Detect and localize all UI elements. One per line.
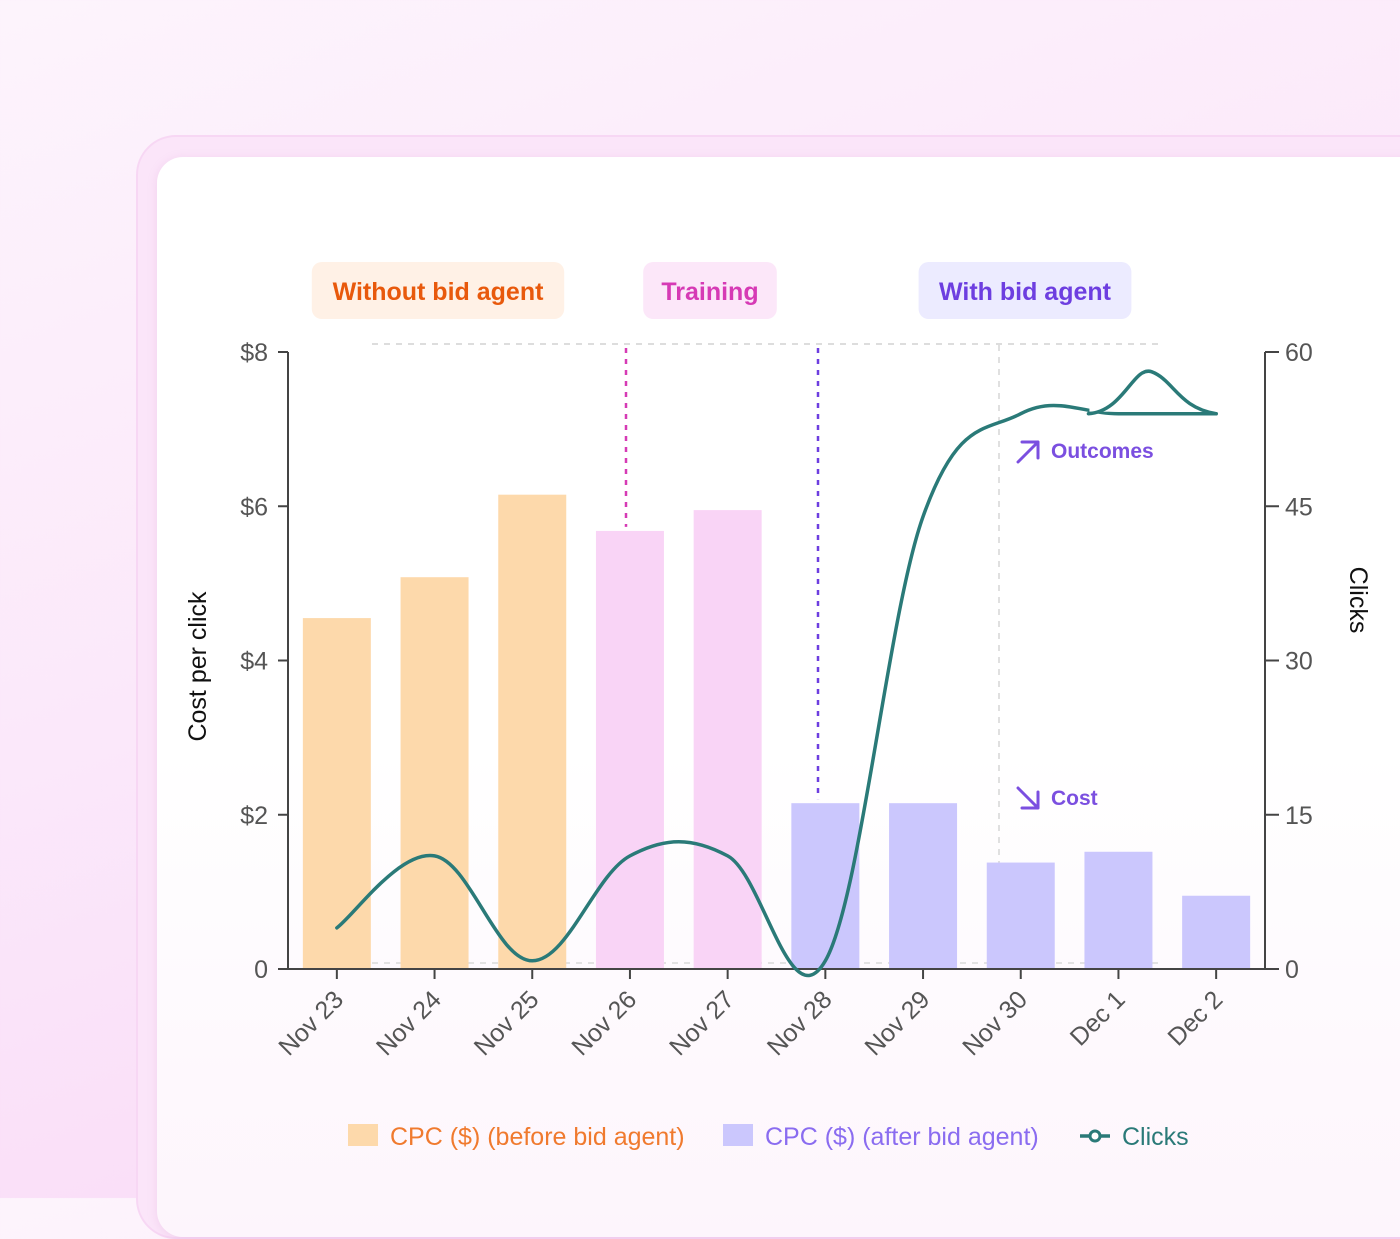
bar-nov-24 — [400, 577, 469, 969]
legend-marker-2 — [1088, 1129, 1102, 1143]
legend-swatch-0 — [348, 1124, 378, 1146]
x-tick-label-6: Nov 29 — [859, 985, 935, 1061]
arrow-up-right-icon — [1016, 440, 1040, 464]
x-tick-label-9: Dec 2 — [1162, 985, 1228, 1051]
right-tick-label-3: 45 — [1285, 493, 1313, 521]
bar-nov-26 — [595, 530, 664, 969]
x-tick-label-7: Nov 30 — [957, 985, 1033, 1061]
left-tick-label-4: $8 — [240, 339, 268, 367]
line-mask — [1089, 353, 1228, 412]
x-tick-label-8: Dec 1 — [1065, 985, 1131, 1051]
x-tick-label-2: Nov 25 — [469, 985, 545, 1061]
right-tick-label-2: 30 — [1285, 648, 1313, 676]
phase-pill-0 — [311, 262, 565, 319]
legend-item-2: Clicks — [1080, 1123, 1189, 1151]
left-tick-label-3: $6 — [240, 493, 268, 521]
outcomes-label: Outcomes — [1051, 440, 1154, 463]
legend-item-0: CPC ($) (before bid agent) — [348, 1123, 685, 1151]
left-tick-label-1: $2 — [240, 802, 268, 830]
bar-dec-1 — [1084, 851, 1153, 969]
x-tick-label-5: Nov 28 — [762, 985, 838, 1061]
cost-label: Cost — [1051, 787, 1098, 810]
bar-nov-30 — [986, 862, 1055, 969]
legend: CPC ($) (before bid agent) CPC ($) (after… — [348, 1123, 1189, 1151]
x-tick-label-0: Nov 23 — [273, 985, 349, 1061]
phase-pill-1 — [643, 262, 777, 319]
bar-nov-27 — [693, 510, 762, 969]
cost-annotation: Cost — [1016, 786, 1098, 810]
x-tick-label-1: Nov 24 — [371, 985, 447, 1061]
legend-label-2: Clicks — [1122, 1123, 1189, 1151]
bar-nov-23 — [302, 618, 371, 969]
arrow-up-right-path — [1016, 440, 1040, 464]
right-tick-label-1: 15 — [1285, 802, 1313, 830]
arrow-down-right-icon — [1016, 786, 1040, 810]
phase-label-1: Training — [661, 278, 758, 306]
bar-dec-2 — [1182, 895, 1251, 969]
bar-nov-29 — [889, 803, 958, 969]
phase-label-2: With bid agent — [939, 278, 1112, 306]
phase-pill-2 — [918, 262, 1132, 319]
legend-label-1: CPC ($) (after bid agent) — [765, 1123, 1039, 1151]
phase-label-0: Without bid agent — [333, 278, 545, 306]
legend-item-1: CPC ($) (after bid agent) — [723, 1123, 1039, 1151]
arrow-down-right-path — [1016, 786, 1040, 810]
legend-swatch-1 — [723, 1124, 753, 1146]
legend-label-0: CPC ($) (before bid agent) — [390, 1123, 685, 1151]
clicks-line-layer — [335, 353, 1228, 978]
clicks-line — [335, 403, 1218, 978]
x-tick-label-3: Nov 26 — [566, 985, 642, 1061]
right-tick-label-0: 0 — [1285, 956, 1299, 984]
annotations: Outcomes Cost — [1016, 440, 1154, 810]
bars — [302, 494, 1251, 969]
y-left-title: Cost per click — [184, 591, 212, 742]
combo-chart: Without bid agent Training With bid agent … — [184, 262, 1372, 1151]
y-right-title: Clicks — [1344, 567, 1372, 634]
phase-labels: Without bid agent Training With bid agent — [311, 262, 1132, 319]
clicks-line-bump — [1086, 369, 1218, 416]
right-tick-label-4: 60 — [1285, 339, 1313, 367]
x-tick-label-4: Nov 27 — [664, 985, 740, 1061]
left-tick-label-0: 0 — [254, 956, 268, 984]
left-tick-label-2: $4 — [240, 648, 268, 676]
outcomes-annotation: Outcomes — [1016, 440, 1154, 464]
bar-nov-25 — [498, 494, 567, 969]
